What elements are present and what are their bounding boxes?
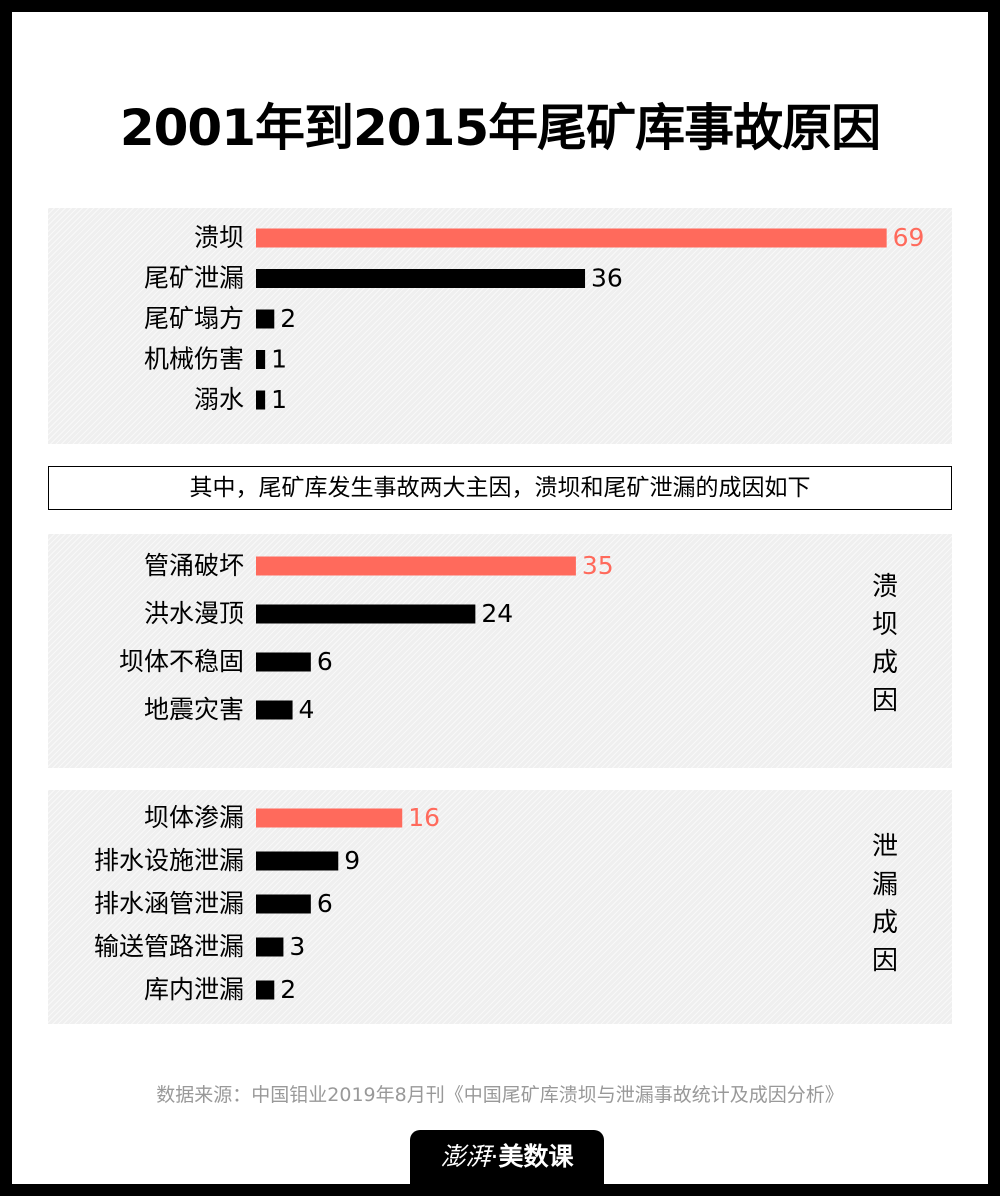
side-char: 因 <box>871 686 898 716</box>
category-label: 输送管路泄漏 <box>94 932 244 961</box>
bar <box>256 390 266 410</box>
category-label: 管涌破坏 <box>144 551 244 580</box>
value-label: 3 <box>289 932 305 961</box>
value-label: 36 <box>591 264 623 293</box>
side-char: 泄 <box>871 832 898 862</box>
category-label: 排水设施泄漏 <box>94 846 244 875</box>
value-label: 6 <box>317 889 333 918</box>
bar <box>256 228 887 248</box>
bar <box>256 808 403 828</box>
value-label: 16 <box>408 803 440 832</box>
side-char: 坝 <box>871 610 898 640</box>
value-label: 1 <box>271 385 287 414</box>
category-label: 地震灾害 <box>144 695 244 724</box>
brand-logo-left: 澎湃 <box>440 1142 491 1171</box>
bar <box>256 700 293 720</box>
brand-logo: 澎湃·美数课 <box>410 1130 604 1184</box>
panel-leakage-causes <box>48 790 952 1024</box>
value-label: 24 <box>481 599 513 628</box>
bar <box>256 604 476 624</box>
value-label: 9 <box>344 846 360 875</box>
side-char: 漏 <box>871 870 898 900</box>
category-label: 尾矿塌方 <box>144 304 244 333</box>
subtitle-banner: 其中，尾矿库发生事故两大主因，溃坝和尾矿泄漏的成因如下 <box>48 466 952 510</box>
side-char: 成 <box>871 908 898 938</box>
brand-logo-dot: · <box>490 1142 499 1171</box>
value-label: 2 <box>280 975 296 1004</box>
value-label: 4 <box>299 695 315 724</box>
bar <box>256 851 339 871</box>
bar <box>256 652 311 672</box>
page-title: 2001年到2015年尾矿库事故原因 <box>119 99 881 157</box>
bar <box>256 894 311 914</box>
side-label-dam-break: 溃 坝 成 因 <box>870 568 900 720</box>
infographic-page: 2001年到2015年尾矿库事故原因 其中，尾矿库发生事故两大主因，溃坝和尾矿泄… <box>12 12 988 1184</box>
category-label: 坝体不稳固 <box>119 647 244 676</box>
category-label: 机械伤害 <box>144 345 244 374</box>
value-label: 69 <box>893 223 925 252</box>
category-label: 尾矿泄漏 <box>144 264 244 293</box>
brand-logo-right: 美数课 <box>498 1142 574 1171</box>
side-char: 溃 <box>871 572 898 602</box>
bar <box>256 269 586 288</box>
category-label: 洪水漫顶 <box>144 599 244 628</box>
side-char: 因 <box>871 946 898 976</box>
value-label: 1 <box>271 345 287 374</box>
value-label: 35 <box>582 551 614 580</box>
category-label: 溺水 <box>194 385 244 414</box>
source-note: 数据来源：中国钼业2019年8月刊《中国尾矿库溃坝与泄漏事故统计及成因分析》 <box>156 1084 844 1106</box>
side-label-leakage: 泄 漏 成 因 <box>870 828 900 980</box>
bar <box>256 556 576 576</box>
category-label: 坝体渗漏 <box>144 803 244 832</box>
bar <box>256 309 275 329</box>
category-label: 溃坝 <box>194 223 244 252</box>
bar <box>256 937 284 957</box>
category-label: 库内泄漏 <box>144 975 244 1004</box>
bar <box>256 350 266 369</box>
value-label: 2 <box>280 304 296 333</box>
side-char: 成 <box>871 648 898 678</box>
value-label: 6 <box>317 647 333 676</box>
category-label: 排水涵管泄漏 <box>94 889 244 918</box>
bar <box>256 980 275 1000</box>
